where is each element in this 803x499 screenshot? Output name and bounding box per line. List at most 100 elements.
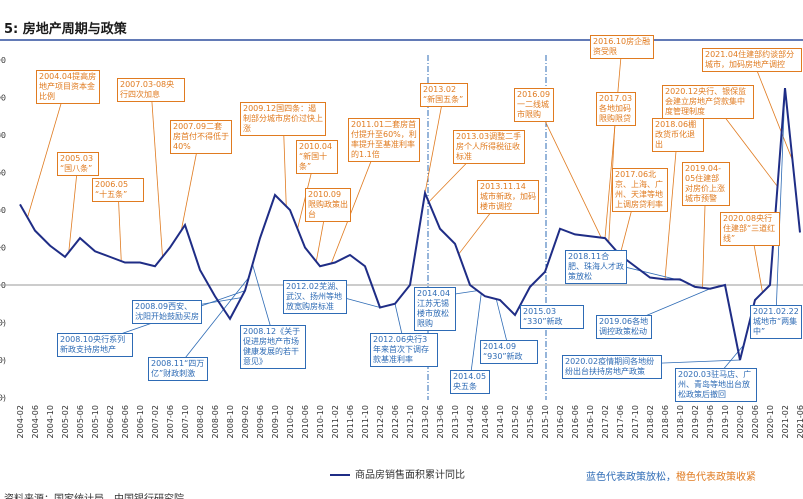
x-tick-label: 2020-10 bbox=[766, 405, 775, 438]
annotation-connector bbox=[751, 57, 793, 161]
annotation: 2005.03 “国八条” bbox=[57, 152, 99, 176]
x-tick-label: 2007-10 bbox=[181, 405, 190, 438]
annotation: 2021.02.22城地市“两集中” bbox=[750, 305, 802, 339]
x-tick-label: 2011-06 bbox=[346, 405, 355, 438]
annotation: 2014.09 “930”新政 bbox=[480, 340, 538, 364]
annotation: 2008.10央行系列新政支持房地产 bbox=[57, 333, 133, 357]
annotation: 2019.06各地调控政策松动 bbox=[596, 315, 652, 339]
x-tick-label: 2013-02 bbox=[421, 405, 430, 438]
x-tick-label: 2006-06 bbox=[121, 405, 130, 438]
title: 5: 房地产周期与政策 bbox=[4, 22, 127, 37]
x-tick-label: 2016-10 bbox=[586, 405, 595, 438]
note-part: 橙色代表政策收紧 bbox=[676, 472, 756, 483]
annotation: 2008.11“四万亿”财政刺激 bbox=[148, 357, 208, 381]
annotation: 2018.06棚改货币化退出 bbox=[652, 118, 704, 152]
x-tick-label: 2012-06 bbox=[391, 405, 400, 438]
annotation: 2007.03-08央行四次加息 bbox=[117, 78, 185, 102]
x-tick-label: 2013-06 bbox=[436, 405, 445, 438]
x-tick-label: 2016-02 bbox=[556, 405, 565, 438]
annotation: 2009.12国四条：遏制部分城市房价过快上涨 bbox=[240, 102, 326, 136]
annotation: 2016.09 一二线城市限购 bbox=[514, 88, 554, 122]
x-tick-label: 2005-10 bbox=[91, 405, 100, 438]
annotation-connector bbox=[469, 293, 482, 381]
x-tick-label: 2009-02 bbox=[241, 405, 250, 438]
x-tick-label: 2008-06 bbox=[211, 405, 220, 438]
x-tick-label: 2017-10 bbox=[631, 405, 640, 438]
annotation: 2007.09二套房首付不得低于40% bbox=[170, 120, 232, 154]
x-tick-label: 2011-10 bbox=[361, 405, 370, 438]
x-tick-label: 2015-06 bbox=[526, 405, 535, 438]
x-tick-label: 2012-02 bbox=[376, 405, 385, 438]
annotation: 2019.04-05住建部对房价上涨城市预警 bbox=[682, 162, 730, 206]
annotation: 2004.04提高房地产项目资本金比例 bbox=[36, 70, 100, 104]
x-tick-label: 2008-02 bbox=[196, 405, 205, 438]
x-tick-label: 2010-02 bbox=[286, 405, 295, 438]
x-tick-label: 2008-10 bbox=[226, 405, 235, 438]
x-tick-label: 2006-02 bbox=[106, 405, 115, 438]
source: 资料来源：国家统计局，中国银行研究院 bbox=[4, 490, 184, 499]
annotation: 2016.10房企融资受限 bbox=[590, 35, 654, 59]
x-tick-label: 2010-06 bbox=[301, 405, 310, 438]
x-tick-label: 2020-06 bbox=[751, 405, 760, 438]
annotation: 2012.02芜湖、武汉、扬州等地放宽购房标准 bbox=[283, 280, 347, 314]
x-tick-label: 2017-02 bbox=[601, 405, 610, 438]
annotation: 2017.03各地加码限购限贷 bbox=[596, 92, 636, 126]
annotation: 2014.05央五条 bbox=[450, 370, 490, 394]
x-tick-label: 2012-10 bbox=[406, 405, 415, 438]
annotation: 2014.04江苏无锡楼市放松限购 bbox=[414, 287, 456, 331]
x-tick-label: 2019-06 bbox=[706, 405, 715, 438]
note-part: 蓝色代表政策放松， bbox=[586, 472, 676, 483]
annotation: 2008.12《关于促进房地产市场健康发展的若干意见》 bbox=[240, 325, 306, 369]
x-tick-label: 2007-06 bbox=[166, 405, 175, 438]
x-tick-label: 2014-06 bbox=[481, 405, 490, 438]
annotation: 2010.09限购政策出台 bbox=[305, 188, 351, 222]
annotation: 2018.11合肥、珠海人才政策放松 bbox=[565, 250, 627, 284]
annotation: 2013.03调整二手房个人所得税征收标准 bbox=[453, 130, 525, 164]
x-tick-label: 2005-02 bbox=[61, 405, 70, 438]
annotation: 2011.01二套房首付提升至60%，利率提升至基准利率的1.1倍 bbox=[348, 118, 420, 162]
annotation: 2012.06央行3年来首次下调存款基准利率 bbox=[370, 333, 438, 367]
x-tick-label: 2018-06 bbox=[661, 405, 670, 438]
annotation: 2013.02 “新国五条” bbox=[420, 83, 468, 107]
annotation: 2006.05 “十五条” bbox=[92, 178, 144, 202]
annotation: 2013.11.14 城市新政，加码楼市调控 bbox=[477, 180, 539, 214]
x-tick-label: 2005-06 bbox=[76, 405, 85, 438]
x-tick-label: 2004-10 bbox=[46, 405, 55, 438]
x-tick-label: 2017-06 bbox=[616, 405, 625, 438]
x-tick-label: 2015-10 bbox=[541, 405, 550, 438]
line-series bbox=[19, 88, 801, 361]
annotation: 2008.09西安、沈阳开始鼓励买房 bbox=[132, 300, 202, 324]
x-tick-label: 2021-02 bbox=[781, 405, 790, 438]
legend-label: 商品房销售面积累计同比 bbox=[355, 468, 465, 481]
x-tick-label: 2011-02 bbox=[331, 405, 340, 438]
annotation-connector bbox=[68, 161, 79, 253]
annotation: 2021.04住建部约谈部分城市，加码房地产调控 bbox=[702, 48, 802, 72]
annotation-connector bbox=[252, 264, 274, 336]
x-tick-label: 2018-02 bbox=[646, 405, 655, 438]
x-tick-label: 2009-06 bbox=[256, 405, 265, 438]
note: 蓝色代表政策放松，橙色代表政策收紧 bbox=[586, 468, 756, 483]
x-tick-label: 2004-06 bbox=[31, 405, 40, 438]
annotation-connector bbox=[604, 44, 623, 239]
x-tick-label: 2009-10 bbox=[271, 405, 280, 438]
annotation-connector bbox=[664, 127, 679, 280]
annotation-connector bbox=[150, 87, 163, 257]
annotation: 2017.06北京、上海、广州、天津等地上调房贷利率 bbox=[612, 168, 668, 212]
x-tick-label: 2019-10 bbox=[721, 405, 730, 438]
annotation-connector bbox=[424, 92, 445, 194]
x-tick-label: 2010-10 bbox=[316, 405, 325, 438]
x-tick-label: 2021-06 bbox=[796, 405, 803, 438]
annotation-connector bbox=[775, 88, 786, 316]
annotation-connector bbox=[177, 277, 250, 368]
annotation: 2020.02疫情期间各地纷纷出台扶持房地产政策 bbox=[562, 355, 662, 379]
annotation: 2020.08央行住建部“三道红线” bbox=[720, 212, 780, 246]
x-tick-label: 2020-02 bbox=[736, 405, 745, 438]
x-tick-label: 2016-06 bbox=[571, 405, 580, 438]
x-tick-label: 2013-10 bbox=[451, 405, 460, 438]
x-tick-label: 2019-02 bbox=[691, 405, 700, 438]
annotation: 2020.03驻马店、广州、青岛等地出台放松政策后撤回 bbox=[675, 368, 757, 402]
x-tick-label: 2014-02 bbox=[466, 405, 475, 438]
x-tick-label: 2007-02 bbox=[151, 405, 160, 438]
